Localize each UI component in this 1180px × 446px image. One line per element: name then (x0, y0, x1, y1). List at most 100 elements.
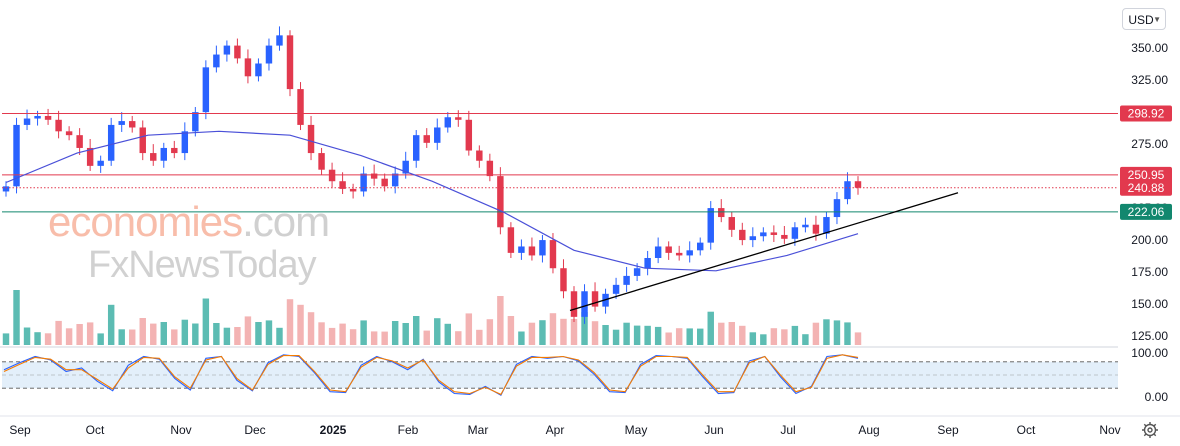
volume-bar (265, 320, 273, 345)
candle-body (86, 147, 94, 166)
candle-body (23, 118, 31, 125)
x-tick-label: Oct (1017, 423, 1036, 437)
x-tick-label: Oct (86, 423, 105, 437)
volume-bar (697, 328, 704, 345)
volume-bar (570, 319, 578, 345)
candle-body (234, 45, 241, 59)
watermark-main: economies (48, 198, 243, 245)
candle-body (328, 169, 336, 182)
x-tick-label: Nov (1099, 423, 1120, 437)
candle-body (265, 45, 273, 64)
y-tick-label: 275.00 (1131, 137, 1168, 151)
candle-body (423, 135, 430, 143)
price-tag-label: 240.88 (1128, 181, 1165, 195)
x-tick-label: Feb (398, 423, 419, 437)
volume-bar (23, 327, 31, 345)
candle-body (854, 181, 862, 188)
candle-body (633, 268, 641, 276)
candle-body (349, 188, 357, 192)
volume-bar (349, 329, 357, 345)
volume-bar (286, 299, 294, 345)
candle-body (812, 224, 820, 234)
volume-bar (581, 312, 588, 345)
volume-bar (44, 333, 52, 345)
volume-bar (2, 333, 10, 345)
candle-body (455, 117, 462, 120)
volume-bar (13, 290, 20, 345)
price-tag: 298.92 (1120, 105, 1172, 122)
candle-body (749, 236, 757, 241)
candle-body (318, 153, 325, 170)
x-tick-label: Aug (858, 423, 879, 437)
volume-bar (455, 331, 462, 345)
candle-body (591, 291, 599, 307)
volume-bar (465, 313, 473, 345)
volume-bar (591, 321, 599, 345)
candle-body (381, 178, 388, 187)
candle-body (97, 160, 104, 166)
stoch-y-tick-label: 100.00 (1131, 346, 1168, 360)
y-tick-label: 325.00 (1131, 73, 1168, 87)
candle-body (434, 127, 441, 143)
candle-body (213, 54, 220, 68)
candle-body (244, 58, 252, 77)
volume-bar (423, 330, 430, 345)
volume-bar (65, 328, 73, 345)
candle-body (255, 63, 262, 77)
x-tick-label: 2025 (320, 423, 347, 437)
candle-body (444, 117, 451, 128)
candle-body (307, 124, 315, 154)
candle-body (728, 217, 735, 230)
y-tick-label: 125.00 (1131, 329, 1168, 343)
price-tag-bg (1120, 105, 1172, 122)
volume-bar (381, 331, 388, 345)
volume-bar (181, 319, 189, 345)
volume-bar (507, 316, 515, 345)
volume-bar (328, 327, 336, 345)
candle-body (570, 291, 578, 317)
volume-bar (139, 318, 146, 345)
volume-bar (518, 331, 525, 345)
candle-body (65, 131, 73, 136)
candle-body (192, 112, 199, 132)
candle-body (202, 67, 210, 113)
volume-bar (244, 316, 252, 345)
candle-body (339, 181, 346, 189)
horizontal-levels (2, 113, 1118, 213)
volume-bar (318, 322, 325, 345)
gear-icon[interactable] (1141, 421, 1159, 439)
currency-label: USD (1128, 13, 1154, 27)
candle-body (539, 240, 546, 256)
volume-bar (665, 332, 672, 345)
stoch-y-tick-label: 0.00 (1145, 390, 1169, 404)
volume-bar (76, 324, 83, 345)
candle-body (612, 284, 620, 294)
candle-body (781, 234, 788, 239)
volume-bar (739, 325, 746, 345)
price-tag-bg (1120, 166, 1172, 183)
currency-selector[interactable]: USD ▼ (1122, 8, 1166, 30)
candle-body (2, 186, 10, 192)
volume-bar (633, 325, 641, 345)
price-tag-bg (1120, 203, 1172, 220)
x-tick-label: Jun (704, 423, 723, 437)
volume-bar (118, 329, 125, 345)
volume-bar (160, 322, 167, 345)
candle-body (181, 131, 189, 154)
candle-body (739, 229, 746, 241)
candle-body (760, 232, 767, 237)
x-tick-label: Mar (468, 423, 489, 437)
moving-average-line (5, 130, 859, 272)
candle-body (497, 176, 504, 228)
x-tick-label: Dec (244, 423, 265, 437)
volume-bar (602, 325, 609, 345)
price-tag: 250.95 (1120, 166, 1172, 183)
volume-bar (781, 329, 788, 345)
volume-bar (434, 318, 441, 345)
volume-bar (413, 316, 420, 345)
price-tag: 240.88 (1120, 179, 1172, 196)
volume-bar (192, 323, 199, 345)
support-trendline (569, 192, 959, 312)
candle-body (402, 160, 409, 174)
